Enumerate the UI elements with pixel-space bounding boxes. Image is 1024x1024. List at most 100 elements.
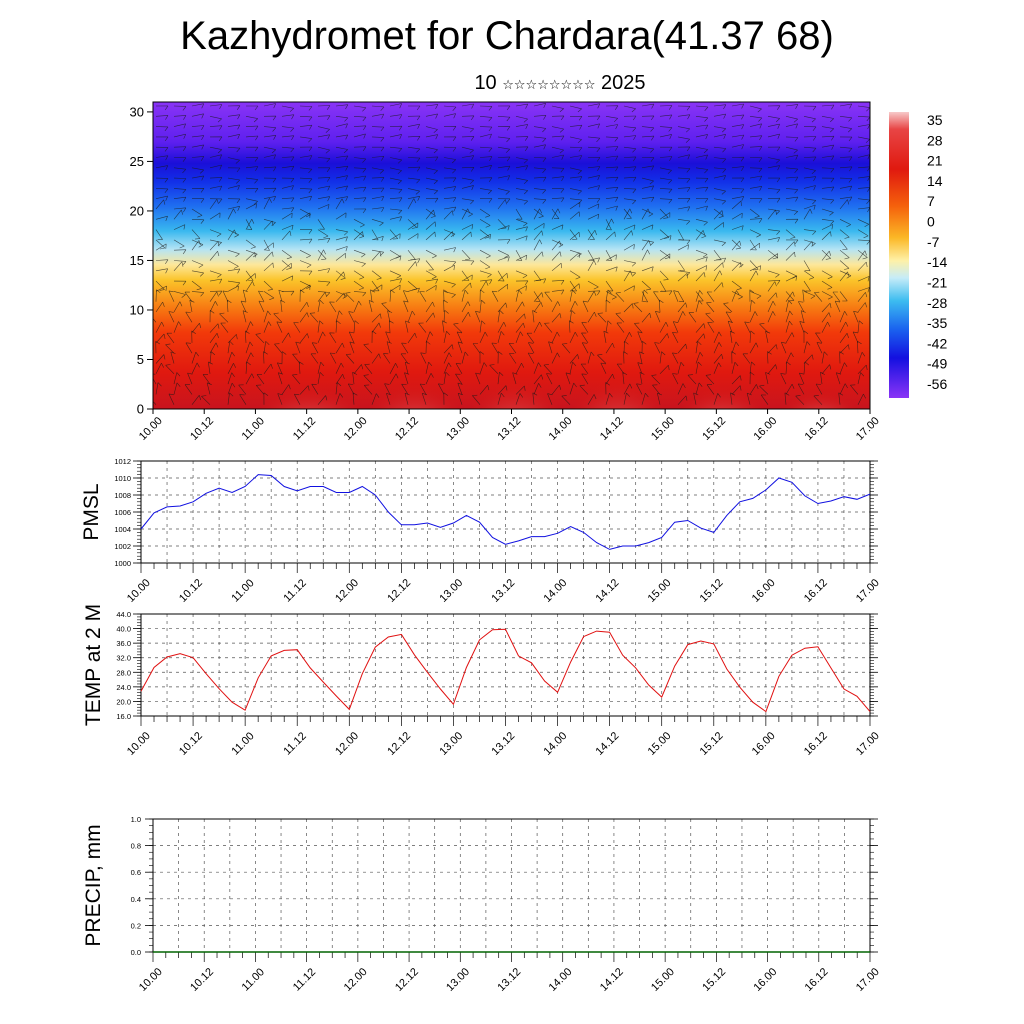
wind-barb	[371, 280, 380, 292]
wind-barb	[189, 299, 195, 313]
y-tick-label: 1006	[114, 508, 131, 517]
wind-barb	[155, 340, 160, 354]
wind-barb	[821, 144, 835, 150]
wind-barb	[389, 289, 395, 302]
wind-barb	[389, 249, 401, 259]
wind-barb	[706, 291, 715, 302]
wind-barb	[407, 233, 419, 241]
wind-barb	[173, 123, 186, 129]
wind-barb	[695, 219, 708, 226]
wind-barb	[565, 372, 571, 385]
wind-barb	[281, 332, 291, 344]
wind-barb	[623, 351, 628, 364]
wind-barb	[353, 133, 366, 139]
wind-barb	[461, 198, 475, 205]
wind-barb	[695, 290, 703, 302]
wind-barb	[242, 310, 248, 323]
wind-barb	[155, 333, 166, 344]
wind-barb	[389, 216, 402, 222]
wind-barb	[299, 385, 310, 395]
wind-barb	[245, 239, 256, 249]
x-tick-label: 13.00	[444, 415, 472, 443]
wind-barb	[245, 203, 257, 210]
wind-barb	[705, 312, 715, 323]
wind-barb	[785, 352, 794, 364]
wind-barb	[623, 303, 634, 313]
wind-barb	[461, 224, 474, 230]
wind-barb	[383, 353, 391, 364]
x-tick-label: 14.00	[547, 415, 575, 443]
wind-barb	[479, 156, 493, 162]
wind-barb	[443, 289, 448, 302]
wind-barb	[263, 103, 276, 109]
x-tick-label: 13.00	[444, 966, 472, 994]
wind-barb	[641, 103, 655, 109]
wind-barb	[173, 115, 187, 120]
wind-barb	[713, 342, 722, 354]
wind-barb	[425, 156, 439, 162]
wind-barb	[263, 146, 277, 154]
wind-barb	[273, 312, 283, 323]
wind-barb	[713, 362, 722, 374]
wind-barb	[155, 115, 169, 120]
wind-barb	[767, 311, 776, 323]
wind-barb	[263, 115, 277, 121]
wind-barb	[425, 134, 439, 140]
wind-barb	[821, 280, 833, 290]
subtitle-stars: ☆☆☆☆☆☆☆☆	[502, 78, 596, 93]
wind-barb	[581, 322, 589, 333]
x-tick-label: 15.12	[700, 966, 728, 994]
wind-barb	[497, 351, 503, 364]
wind-barb	[227, 341, 234, 354]
wind-barb	[623, 230, 634, 241]
wind-barb	[425, 340, 431, 354]
wind-barb	[515, 393, 524, 405]
wind-barb	[443, 157, 457, 164]
wind-barb	[759, 323, 769, 333]
wind-barb	[317, 134, 331, 140]
colorbar-label: -56	[927, 376, 947, 392]
wind-barb	[479, 270, 492, 278]
wind-barb	[533, 383, 542, 395]
wind-barb	[587, 394, 597, 405]
wind-barb	[425, 361, 433, 374]
wind-barb	[497, 199, 507, 210]
wind-barb	[443, 310, 449, 323]
wind-barb	[515, 136, 529, 141]
y-tick-label: 1010	[114, 474, 131, 483]
wind-barb	[821, 219, 835, 225]
wind-barb	[419, 383, 427, 395]
wind-barb	[353, 291, 367, 297]
wind-barb	[835, 372, 842, 385]
wind-barb	[605, 124, 619, 130]
wind-barb	[407, 136, 421, 141]
wind-barb	[335, 196, 349, 202]
x-tick-label: 13.00	[437, 577, 465, 605]
wind-barb	[839, 271, 850, 282]
wind-barb	[569, 382, 577, 395]
wind-barb	[335, 229, 349, 236]
wind-barb	[227, 124, 241, 130]
wind-barb	[659, 321, 669, 333]
wind-barb	[821, 186, 835, 192]
wind-barb	[853, 310, 859, 323]
wind-barb	[191, 208, 203, 218]
wind-barb	[389, 177, 402, 185]
colorbar-label: -7	[927, 234, 940, 250]
wind-barb	[155, 195, 168, 201]
wind-barb	[363, 343, 373, 354]
wind-barb	[677, 219, 691, 225]
wind-barb	[443, 264, 455, 272]
wind-barb	[263, 135, 277, 140]
warm-blob	[365, 344, 465, 409]
wind-barb	[227, 206, 240, 212]
wind-barb	[725, 311, 733, 323]
wind-barb	[461, 351, 469, 364]
wind-barb	[155, 268, 169, 274]
wind-barb	[713, 104, 727, 110]
wind-barb	[227, 280, 241, 287]
y-tick-label: 0	[137, 402, 144, 417]
wind-barb	[155, 215, 168, 222]
wind-barb	[353, 208, 367, 214]
wind-barb	[497, 321, 507, 333]
